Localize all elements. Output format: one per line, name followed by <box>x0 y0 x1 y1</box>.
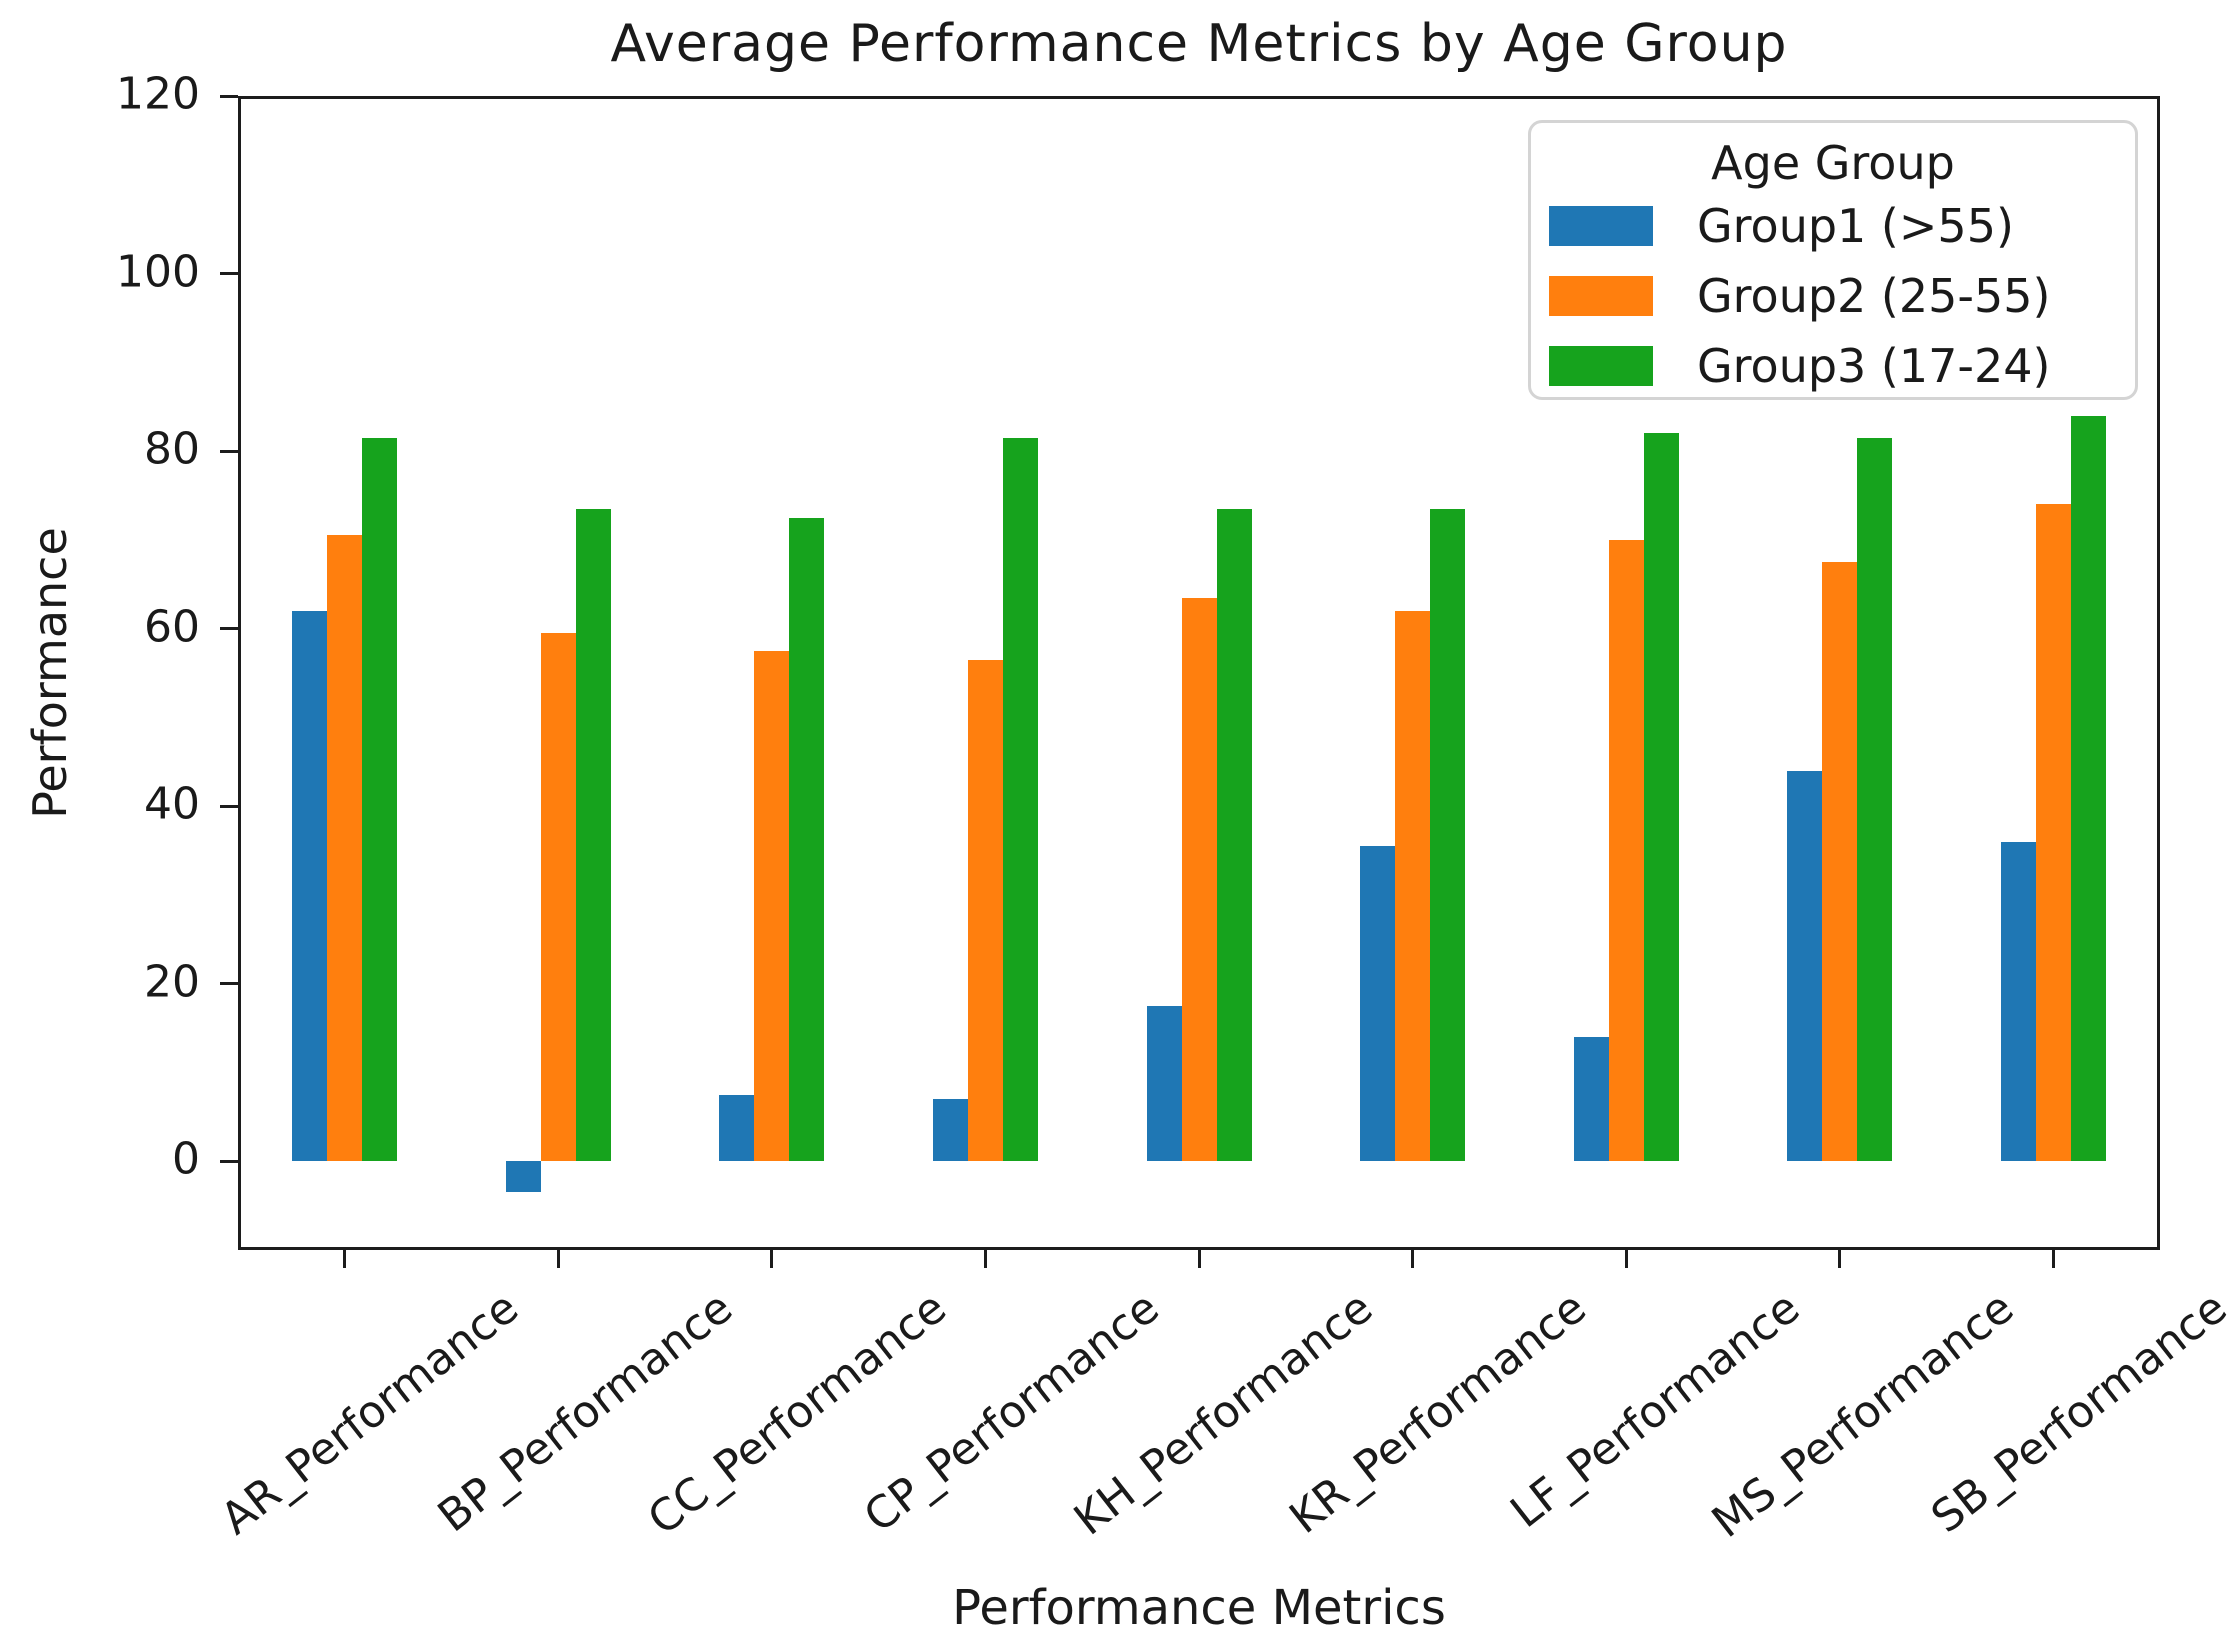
x-tick <box>556 1250 560 1268</box>
bar <box>754 650 790 1162</box>
legend-item-label: Group2 (25-55) <box>1697 269 2051 323</box>
bar <box>1608 539 1644 1162</box>
y-tick <box>220 94 238 98</box>
bar <box>362 437 398 1162</box>
bar <box>789 517 825 1162</box>
x-tick <box>1411 1250 1415 1268</box>
bar <box>1430 508 1466 1162</box>
legend-swatch <box>1549 276 1653 316</box>
legend-items: Group1 (>55) Group2 (25-55) Group3 (17-24) <box>1531 191 2135 401</box>
y-tick <box>220 627 238 631</box>
bar <box>719 1094 755 1162</box>
bar <box>575 508 611 1162</box>
y-tick <box>220 804 238 808</box>
x-tick <box>1624 1250 1628 1268</box>
y-tick-label: 120 <box>116 68 200 120</box>
legend-swatch <box>1549 206 1653 246</box>
bar <box>2000 841 2036 1162</box>
y-tick-label: 40 <box>144 778 200 830</box>
bar <box>1822 562 1858 1162</box>
bar <box>1643 433 1679 1162</box>
legend: Age Group Group1 (>55) Group2 (25-55) Grou… <box>1528 120 2138 400</box>
bar <box>327 535 363 1162</box>
bar <box>505 1161 541 1193</box>
bar <box>1360 846 1396 1162</box>
y-tick-label: 0 <box>172 1133 200 1185</box>
legend-item: Group3 (17-24) <box>1531 331 2135 401</box>
y-tick <box>220 982 238 986</box>
x-tick <box>343 1250 347 1268</box>
bar <box>1216 508 1252 1162</box>
x-tick <box>1197 1250 1201 1268</box>
chart-title: Average Performance Metrics by Age Group <box>610 14 1788 74</box>
bar <box>540 633 576 1162</box>
x-tick <box>2051 1250 2055 1268</box>
bar <box>1395 610 1431 1162</box>
legend-swatch <box>1549 346 1653 386</box>
x-axis-label: Performance Metrics <box>952 1580 1446 1636</box>
y-tick <box>220 1159 238 1163</box>
legend-item-label: Group3 (17-24) <box>1697 339 2051 393</box>
bar <box>1787 770 1823 1162</box>
y-tick-label: 60 <box>144 601 200 653</box>
y-tick-label: 100 <box>116 245 200 297</box>
bar <box>1857 437 1893 1162</box>
y-tick-label: 20 <box>144 956 200 1008</box>
y-axis-label: Performance <box>23 527 77 819</box>
legend-item-label: Group1 (>55) <box>1697 199 2014 253</box>
bar <box>1573 1036 1609 1162</box>
x-tick <box>1838 1250 1842 1268</box>
x-tick <box>770 1250 774 1268</box>
y-tick-label: 80 <box>144 423 200 475</box>
bar <box>292 610 328 1162</box>
legend-item: Group1 (>55) <box>1531 191 2135 261</box>
y-tick <box>220 272 238 276</box>
bar <box>1146 1005 1182 1162</box>
bar <box>1181 597 1217 1162</box>
plot-area <box>238 96 2160 1250</box>
bar <box>967 659 1003 1162</box>
bar <box>2070 415 2106 1162</box>
legend-title: Age Group <box>1711 136 1955 190</box>
bar <box>2035 504 2071 1162</box>
y-tick <box>220 449 238 453</box>
bar <box>932 1099 968 1162</box>
legend-item: Group2 (25-55) <box>1531 261 2135 331</box>
bar <box>1002 437 1038 1162</box>
x-tick <box>983 1250 987 1268</box>
